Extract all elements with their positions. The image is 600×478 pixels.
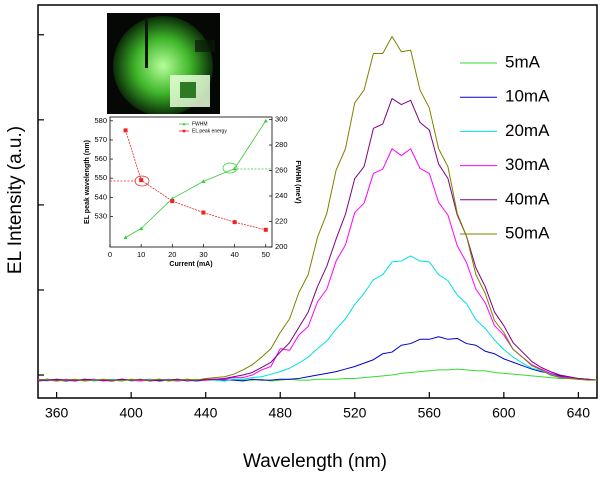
photo-pad-hole [180,82,196,98]
x-tick-label: 0 [108,250,112,259]
series-line [125,120,267,238]
marker [170,199,175,204]
y2-tick-label: 240 [275,191,288,200]
y-axis-label: EL Intensity (a.u.) [5,126,26,274]
x-tick-label: 20 [168,250,176,259]
x-tick-label: 10 [137,250,145,259]
inset-circle-green [222,162,238,174]
x-tick-label: 30 [199,250,207,259]
legend-label: EL peak energy [192,128,227,134]
marker [263,118,268,123]
marker [139,226,144,231]
main-plot: 360 400 440 480 520 560 600 6405mA10mA20mA30mA4… [37,34,598,421]
y2-tick-label: 200 [275,242,288,251]
photo-probe [195,40,215,52]
series-line [37,368,598,382]
y-tick-label: 570 [94,135,107,144]
x-tick-label: 360 [45,405,69,421]
legend-marker [182,122,186,126]
y-tick-label: 550 [94,173,107,182]
legend-marker [182,129,186,133]
x-tick-label: 600 [492,405,516,421]
inset-frame [109,116,273,248]
x-tick-label: 400 [119,405,143,421]
x-tick-label: 520 [343,405,367,421]
legend-label: 5mA [505,52,541,71]
marker [123,235,128,240]
y2-tick-label: 280 [275,140,288,149]
inset-background [80,114,305,269]
inset-y2-axis-label: FWHM (meV) [294,160,301,203]
inset-photo [107,13,220,118]
series-line [37,98,598,382]
y-tick-label: 560 [94,154,107,163]
x-tick-label: 40 [230,250,238,259]
inset-circle-red [134,175,150,187]
marker [232,166,237,171]
y2-tick-label: 220 [275,216,288,225]
x-axis-label: Wavelength (nm) [243,451,387,472]
x-tick-label: 440 [194,405,218,421]
series-line [125,130,266,231]
y2-tick-label: 260 [275,166,288,175]
legend-label: 30mA [505,155,550,174]
x-tick-label: 640 [567,405,591,421]
x-tick-label: 50 [262,250,270,259]
inset-y-axis-label: EL peak wavelength (nm) [84,140,91,224]
series-line [37,35,597,382]
legend-label: 20mA [505,121,550,140]
marker [263,227,268,232]
legend-label: 40mA [505,189,550,208]
marker [201,210,206,215]
plot-frame [37,4,598,399]
y-tick-label: 530 [94,211,107,220]
y2-tick-label: 300 [275,115,288,124]
y-tick-label: 540 [94,192,107,201]
x-tick-label: 560 [418,405,442,421]
marker [232,220,237,225]
x-tick-label: 480 [269,405,293,421]
marker [139,178,144,183]
legend-label: FWHM [192,121,208,127]
legend-label: 10mA [505,87,550,106]
marker [123,128,128,133]
marker [201,179,206,183]
y-tick-label: 580 [94,116,107,125]
inset-x-axis-label: Current (mA) [169,261,212,268]
legend-label: 50mA [505,223,550,242]
inset-plot: 0 10 20 30 40 50 530 540 550 560 570 580 200 220 240 26… [94,115,287,259]
inset-annotations [110,162,272,187]
photo-line [145,18,148,68]
